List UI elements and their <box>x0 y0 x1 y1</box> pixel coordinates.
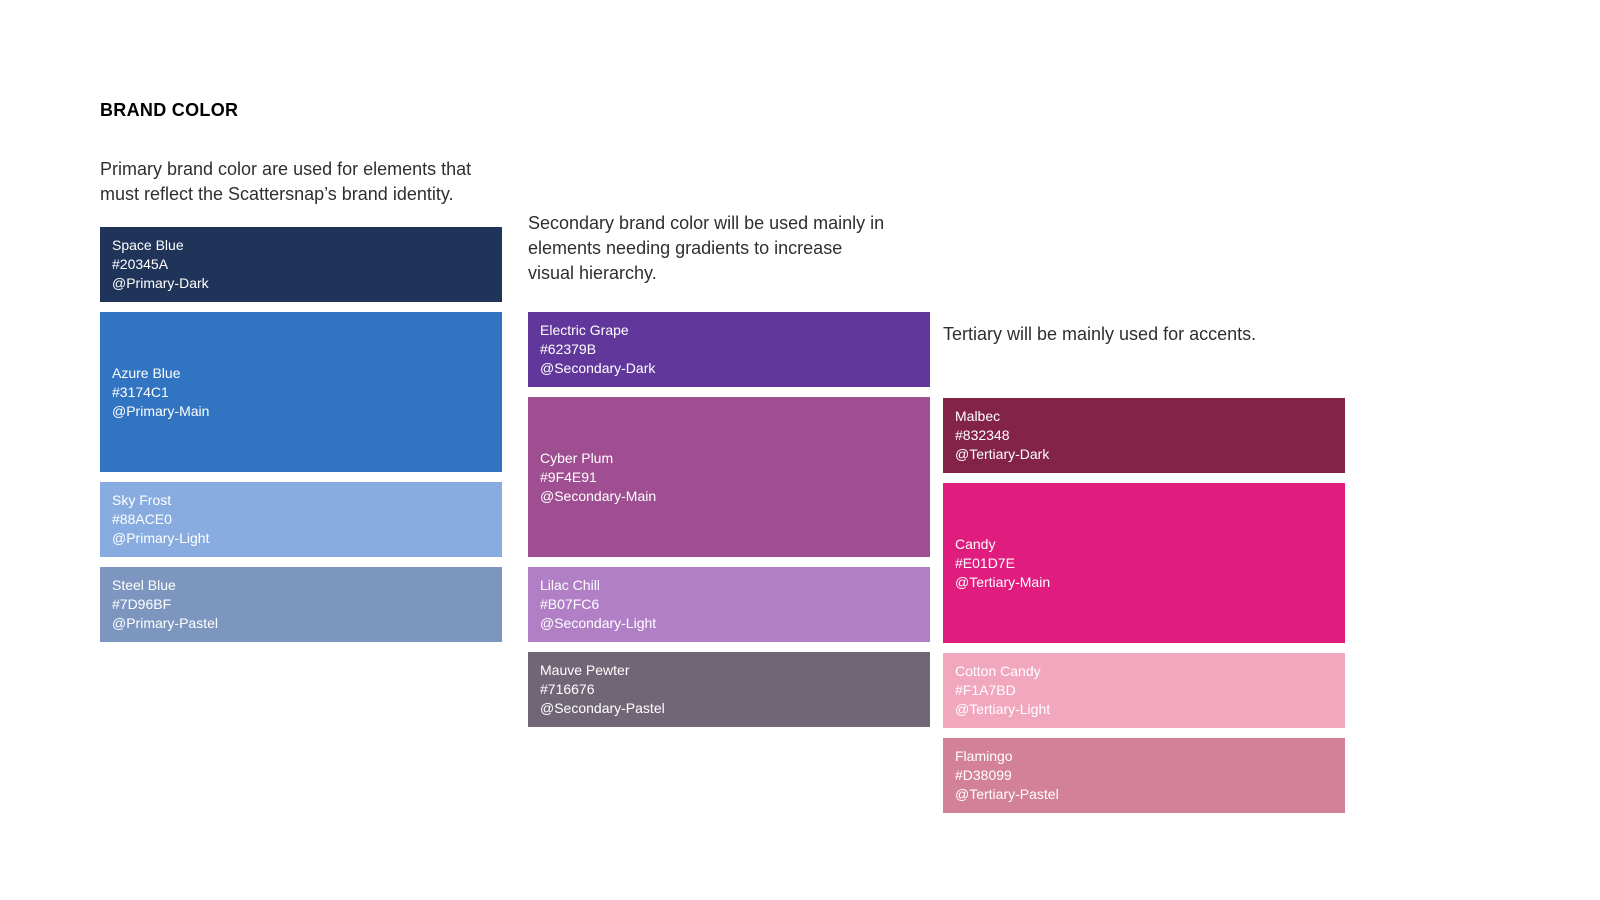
swatch-name: Cotton Candy <box>955 663 1041 679</box>
swatch-flamingo: Flamingo #D38099 @Tertiary-Pastel <box>943 738 1345 813</box>
swatch-token: @Primary-Main <box>112 402 210 419</box>
swatch-name: Flamingo <box>955 748 1013 764</box>
swatch-name: Lilac Chill <box>540 577 600 593</box>
swatch-token: @Primary-Pastel <box>112 615 219 631</box>
swatch-electric-grape: Electric Grape #62379B @Secondary-Dark <box>528 312 930 387</box>
swatch-token: @Primary-Dark <box>112 275 209 291</box>
swatch-steel-blue: Steel Blue #7D96BF @Primary-Pastel <box>100 567 502 642</box>
swatch-name: Steel Blue <box>112 577 176 593</box>
swatch-hex: #20345A <box>112 256 169 272</box>
swatch-mauve-pewter: Mauve Pewter #716676 @Secondary-Pastel <box>528 652 930 727</box>
secondary-description: Secondary brand color will be used mainl… <box>528 213 885 283</box>
swatch-name: Space Blue <box>112 237 184 253</box>
swatch-hex: #832348 <box>955 427 1010 443</box>
swatch-name: Candy <box>955 535 996 552</box>
swatch-sky-frost: Sky Frost #88ACE0 @Primary-Light <box>100 482 502 557</box>
swatch-token: @Tertiary-Dark <box>955 446 1050 462</box>
swatch-token: @Tertiary-Pastel <box>955 786 1059 802</box>
swatch-token: @Primary-Light <box>112 530 210 546</box>
swatch-name: Sky Frost <box>112 492 172 508</box>
swatch-hex: #9F4E91 <box>540 468 597 485</box>
swatch-lilac-chill: Lilac Chill #B07FC6 @Secondary-Light <box>528 567 930 642</box>
swatch-hex: #D38099 <box>955 767 1012 783</box>
swatch-token: @Secondary-Dark <box>540 360 656 376</box>
swatch-token: @Tertiary-Main <box>955 573 1051 590</box>
page-title: BRAND COLOR <box>100 100 239 120</box>
swatch-hex: #F1A7BD <box>955 682 1016 698</box>
swatch-hex: #B07FC6 <box>540 596 600 612</box>
swatch-azure-blue: Azure Blue #3174C1 @Primary-Main <box>100 312 502 472</box>
tertiary-swatch-column: Malbec #832348 @Tertiary-Dark Candy #E01… <box>943 398 1345 823</box>
secondary-swatch-column: Electric Grape #62379B @Secondary-Dark C… <box>528 312 930 737</box>
swatch-name: Azure Blue <box>112 364 181 381</box>
swatch-cyber-plum: Cyber Plum #9F4E91 @Secondary-Main <box>528 397 930 557</box>
swatch-name: Mauve Pewter <box>540 662 630 678</box>
swatch-hex: #62379B <box>540 341 597 357</box>
swatch-name: Malbec <box>955 408 1001 424</box>
swatch-name: Electric Grape <box>540 322 629 338</box>
swatch-token: @Secondary-Light <box>540 615 657 631</box>
primary-description: Primary brand color are used for element… <box>100 159 472 204</box>
swatch-name: Cyber Plum <box>540 449 614 466</box>
swatch-token: @Tertiary-Light <box>955 701 1051 717</box>
swatch-malbec: Malbec #832348 @Tertiary-Dark <box>943 398 1345 473</box>
swatch-hex: #7D96BF <box>112 596 172 612</box>
swatch-hex: #88ACE0 <box>112 511 172 527</box>
swatch-token: @Secondary-Pastel <box>540 700 665 716</box>
primary-swatch-column: Space Blue #20345A @Primary-Dark Azure B… <box>100 227 502 652</box>
swatch-candy: Candy #E01D7E @Tertiary-Main <box>943 483 1345 643</box>
swatch-hex: #716676 <box>540 681 595 697</box>
tertiary-description: Tertiary will be mainly used for accents… <box>943 324 1257 344</box>
swatch-space-blue: Space Blue #20345A @Primary-Dark <box>100 227 502 302</box>
swatch-hex: #3174C1 <box>112 383 169 400</box>
swatch-cotton-candy: Cotton Candy #F1A7BD @Tertiary-Light <box>943 653 1345 728</box>
swatch-hex: #E01D7E <box>955 554 1015 571</box>
swatch-token: @Secondary-Main <box>540 487 657 504</box>
